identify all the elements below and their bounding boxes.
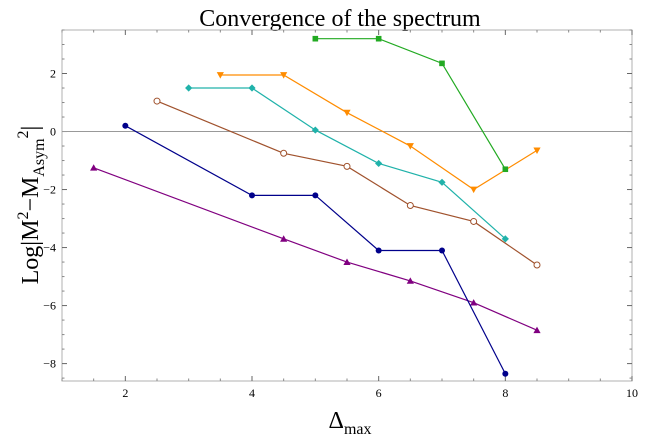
data-point — [501, 235, 509, 243]
data-point — [375, 35, 382, 42]
data-point — [533, 147, 541, 154]
data-point — [280, 149, 288, 157]
y-tick-label: 2 — [50, 67, 56, 81]
y-axis-label: Log|M2−MAsym2| — [15, 126, 48, 285]
data-point — [280, 235, 288, 242]
data-point — [375, 247, 382, 254]
series-line — [93, 167, 538, 331]
svg-text:Log|M2−MAsym2|: Log|M2−MAsym2| — [15, 126, 48, 285]
data-point — [122, 122, 129, 129]
data-point — [343, 109, 351, 117]
x-tick-label: 8 — [502, 386, 508, 400]
y-tick-label: −8 — [43, 357, 56, 371]
data-point — [185, 84, 193, 92]
data-point — [533, 326, 541, 334]
chart-title: Convergence of the spectrum — [199, 6, 481, 32]
x-axis-label: Δmax — [329, 408, 372, 437]
data-point — [311, 126, 319, 134]
plot-frame — [61, 29, 633, 382]
x-tick-label: 10 — [626, 386, 638, 400]
data-point — [470, 186, 478, 194]
series-2 — [153, 97, 541, 269]
series-1 — [122, 122, 509, 377]
x-tick-label: 6 — [376, 386, 382, 400]
data-point — [90, 164, 98, 171]
data-point — [343, 162, 351, 170]
y-tick-label: −2 — [43, 183, 56, 197]
data-point — [406, 202, 414, 209]
data-point — [343, 258, 351, 265]
data-point — [533, 261, 541, 269]
data-point — [249, 192, 255, 199]
series-line — [125, 125, 506, 375]
x-tick-label: 4 — [249, 386, 255, 400]
data-point — [502, 370, 509, 377]
y-tick-label: 0 — [50, 125, 56, 139]
series-line — [188, 87, 506, 240]
data-point — [216, 72, 224, 79]
data-point — [470, 217, 478, 225]
data-point — [470, 299, 478, 306]
series-5 — [312, 35, 509, 173]
x-tick-label: 2 — [122, 386, 128, 400]
data-point — [153, 97, 161, 105]
data-point — [312, 35, 319, 42]
data-point — [406, 143, 414, 150]
data-point — [439, 247, 445, 254]
data-point — [312, 192, 319, 199]
series-line — [156, 100, 538, 266]
tick-labels: 2 4 6 8 10 −8 −6 −4 −2 0 2 — [43, 67, 638, 400]
series-line — [220, 74, 538, 191]
y-tick-label: −4 — [43, 241, 56, 255]
series-4 — [216, 72, 541, 194]
data-point — [406, 277, 414, 284]
series-line — [315, 38, 506, 170]
series-layer — [90, 35, 541, 377]
data-point — [248, 84, 256, 92]
y-tick-label: −6 — [43, 299, 56, 313]
data-point — [375, 159, 383, 168]
data-point — [280, 72, 288, 79]
data-point — [439, 60, 445, 67]
data-point — [502, 166, 509, 173]
data-point — [438, 178, 446, 186]
tick-marks — [61, 29, 633, 381]
series-3 — [185, 84, 509, 243]
series-0 — [90, 164, 541, 334]
